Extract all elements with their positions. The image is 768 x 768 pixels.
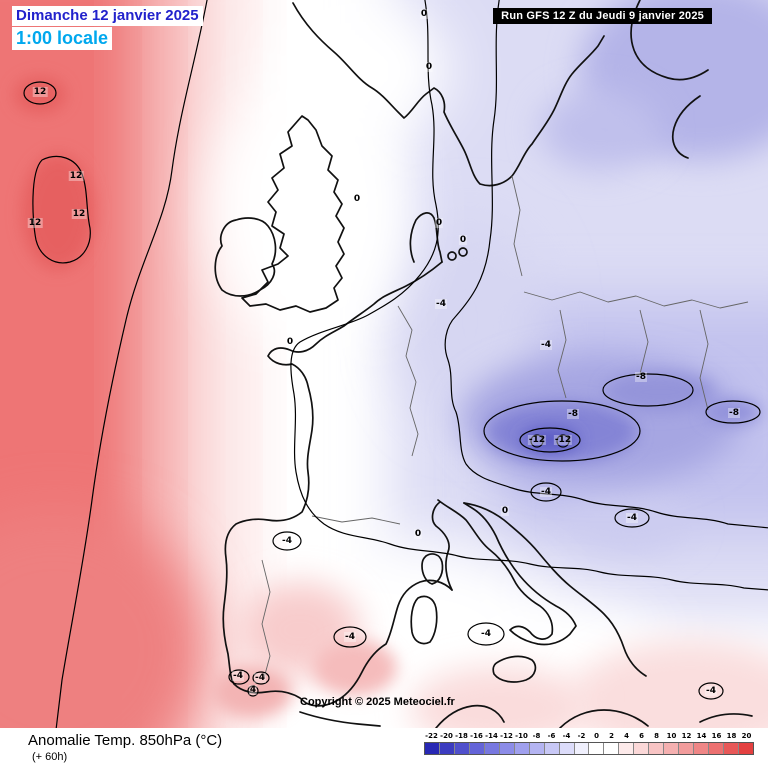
legend-tick: -20 [440, 732, 453, 740]
legend-tick: 6 [639, 732, 644, 740]
contour-label: 12 [68, 171, 84, 181]
contour-label: 0 [285, 337, 295, 347]
legend-swatch [693, 743, 709, 754]
forecast-hour: (+ 60h) [32, 751, 68, 763]
legend-swatch [573, 743, 589, 754]
legend-tick: -8 [532, 732, 541, 740]
legend-tick: 16 [711, 732, 722, 740]
weather-map: 12 12 12 12 0 0 0 0 0 -4 0 -4 -8 -8 -8 -12 -12 -4 0 -4 0 -4 -4… [0, 0, 768, 728]
legend-tick: -18 [455, 732, 468, 740]
color-scale-legend: -22 -20 -18 -16 -14 -12 -10 -8 -6 -4 -2 0 2 4 6 8 10 12 14… [424, 732, 754, 755]
anomaly-color-field [0, 0, 768, 728]
legend-swatch [483, 743, 499, 754]
legend-tick: -2 [577, 732, 586, 740]
contour-label: 12 [71, 209, 87, 219]
legend-tick: -22 [425, 732, 438, 740]
legend-tick: 0 [594, 732, 599, 740]
coastlines-and-isolines [23, 0, 768, 728]
legend-tick: 20 [741, 732, 752, 740]
contour-label: -4 [540, 340, 552, 350]
legend-swatch [438, 743, 454, 754]
legend-color-bar [424, 742, 754, 755]
legend-tick: -14 [485, 732, 498, 740]
contour-label: -4 [540, 487, 552, 497]
contour-label: -4 [435, 299, 447, 309]
contour-label: 12 [32, 87, 48, 97]
date-text: Dimanche 12 janvier 2025 [12, 6, 203, 26]
contour-label: -8 [728, 408, 740, 418]
legend-tick: -12 [500, 732, 513, 740]
contour-label: 0 [458, 235, 468, 245]
legend-swatch [558, 743, 574, 754]
legend-swatch [723, 743, 739, 754]
legend-swatch [453, 743, 469, 754]
legend-swatch [618, 743, 634, 754]
legend-tick: -16 [470, 732, 483, 740]
contour-label: -8 [635, 372, 647, 382]
contour-label: -12 [527, 435, 547, 445]
contour-label: -4 [281, 536, 293, 546]
contour-label: -4 [705, 686, 717, 696]
legend-swatch [425, 743, 439, 754]
contour-label: 0 [434, 218, 444, 228]
contour-label: 12 [27, 218, 43, 228]
legend-tick: 14 [696, 732, 707, 740]
legend-swatch [603, 743, 619, 754]
contour-label: 0 [413, 529, 423, 539]
contour-label: -4 [232, 671, 244, 681]
legend-swatch [738, 743, 753, 754]
footer-bar: Anomalie Temp. 850hPa (°C) (+ 60h) -22 -2… [0, 728, 768, 768]
legend-tick: 10 [666, 732, 677, 740]
date-box: Dimanche 12 janvier 2025 1:00 locale [12, 6, 203, 50]
legend-swatch [663, 743, 679, 754]
map-title: Anomalie Temp. 850hPa (°C) [28, 732, 223, 749]
contour-label: -8 [567, 409, 579, 419]
legend-tick: 12 [681, 732, 692, 740]
legend-tick-row: -22 -20 -18 -16 -14 -12 -10 -8 -6 -4 -2 0 2 4 6 8 10 12 14… [424, 732, 754, 741]
legend-swatch [513, 743, 529, 754]
legend-swatch [678, 743, 694, 754]
contour-label: 0 [424, 62, 434, 72]
legend-tick: 2 [609, 732, 614, 740]
contour-label: -4 [344, 632, 356, 642]
model-run-info: Run GFS 12 Z du Jeudi 9 janvier 2025 [493, 8, 712, 24]
legend-swatch [648, 743, 664, 754]
legend-swatch [468, 743, 484, 754]
legend-tick: 8 [654, 732, 659, 740]
contour-label: -4 [480, 629, 492, 639]
contour-label: 4 [248, 685, 258, 695]
legend-swatch [708, 743, 724, 754]
local-time-text: 1:00 locale [12, 26, 113, 50]
legend-tick: -10 [515, 732, 528, 740]
legend-tick: -6 [547, 732, 556, 740]
contour-label: 0 [419, 9, 429, 19]
legend-swatch [633, 743, 649, 754]
copyright-text: Copyright © 2025 Meteociel.fr [300, 696, 455, 708]
legend-tick: -4 [562, 732, 571, 740]
contour-label: -4 [626, 513, 638, 523]
legend-swatch [528, 743, 544, 754]
contour-label: 0 [500, 506, 510, 516]
contour-labels: 12 12 12 12 0 0 0 0 0 -4 0 -4 -8 -8 -8 -12 -12 -4 0 -4 0 -4 -4… [27, 9, 740, 696]
contour-label: -12 [553, 435, 573, 445]
contour-label: 0 [352, 194, 362, 204]
legend-swatch [498, 743, 514, 754]
legend-swatch [588, 743, 604, 754]
legend-tick: 4 [624, 732, 629, 740]
legend-tick: 18 [726, 732, 737, 740]
contour-label: -4 [254, 673, 266, 683]
legend-swatch [543, 743, 559, 754]
